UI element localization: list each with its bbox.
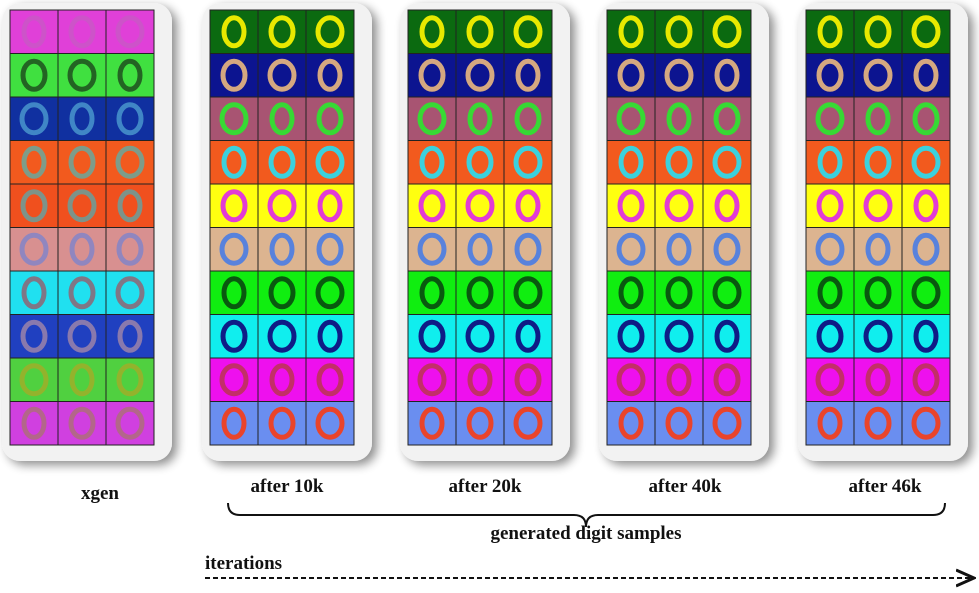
panel-label: after 46k [849, 476, 922, 497]
brace-label: generated digit samples [490, 523, 681, 544]
axis-label: iterations [205, 553, 282, 574]
panels: xgen after 10k after 20k after 40k after 46k [2, 3, 968, 504]
panel-label: after 10k [251, 476, 324, 497]
panel-label: after 40k [649, 476, 722, 497]
panel-label: after 20k [449, 476, 522, 497]
panel-label: xgen [81, 483, 119, 504]
figure: xgen after 10k after 20k after 40k after 46k… [0, 0, 979, 588]
